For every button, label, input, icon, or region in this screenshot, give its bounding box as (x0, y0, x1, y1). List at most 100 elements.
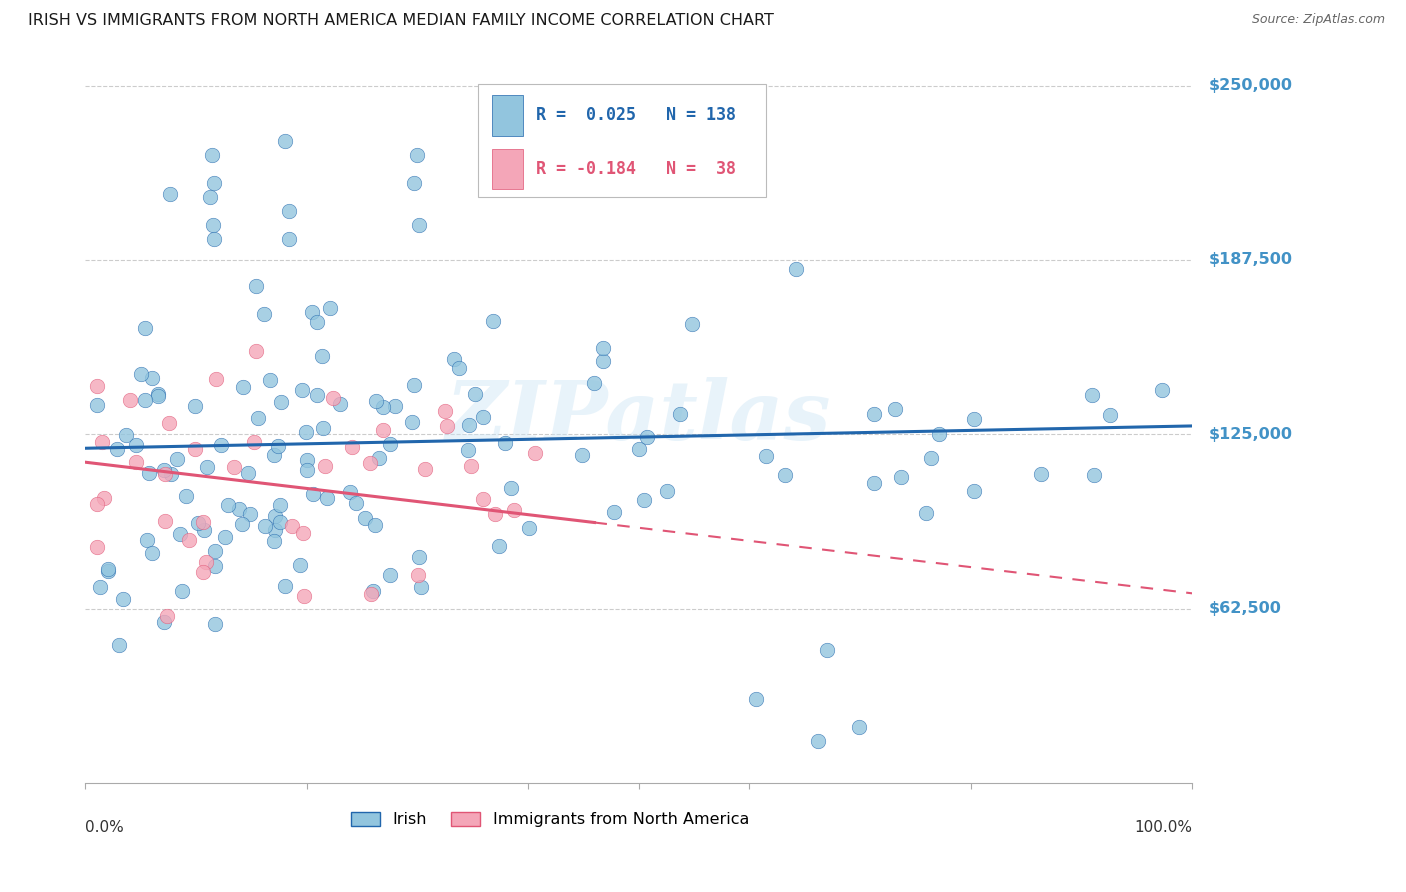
Point (517, 521, 540, 535)
Point (471, 409, 494, 424)
Point (169, 526, 191, 541)
Point (329, 397, 352, 411)
Point (523, 445, 546, 459)
Point (785, 262, 807, 277)
Point (204, 616, 226, 631)
Point (401, 415, 423, 429)
Point (745, 692, 768, 706)
Point (184, 442, 207, 457)
Text: ZIPatlas: ZIPatlas (446, 376, 831, 457)
Point (402, 378, 425, 392)
Point (460, 458, 482, 473)
Point (269, 515, 291, 529)
Point (628, 442, 651, 457)
Point (89, 580, 111, 594)
Point (259, 373, 281, 387)
Point (263, 533, 285, 548)
Point (443, 351, 465, 366)
Point (458, 417, 481, 432)
Point (200, 190, 222, 204)
Point (815, 642, 838, 657)
Point (294, 425, 316, 439)
Point (314, 458, 336, 473)
Point (184, 399, 207, 413)
Point (361, 584, 384, 599)
Point (603, 505, 626, 519)
Point (243, 435, 266, 450)
Point (380, 437, 402, 451)
Point (157, 417, 180, 431)
Point (862, 475, 884, 490)
Point (312, 420, 335, 434)
Point (153, 463, 176, 477)
Point (204, 232, 226, 246)
Point (1083, 468, 1105, 483)
Point (239, 507, 262, 521)
Point (193, 523, 215, 537)
Point (159, 186, 181, 201)
Point (86, 541, 108, 555)
Text: $62,500: $62,500 (1209, 601, 1282, 616)
Point (292, 590, 315, 604)
Point (141, 546, 163, 560)
Point (214, 530, 236, 544)
Point (270, 394, 292, 409)
Point (86, 398, 108, 412)
Point (125, 455, 148, 469)
Point (636, 430, 658, 444)
Point (281, 519, 304, 533)
Point (681, 317, 703, 331)
Point (359, 456, 381, 470)
Text: IRISH VS IMMIGRANTS FROM NORTH AMERICA MEDIAN FAMILY INCOME CORRELATION CHART: IRISH VS IMMIGRANTS FROM NORTH AMERICA M… (28, 13, 773, 29)
Point (245, 278, 267, 293)
Text: $250,000: $250,000 (1209, 78, 1294, 93)
Point (592, 341, 614, 355)
Point (928, 426, 950, 441)
Point (1150, 383, 1173, 397)
Point (172, 584, 194, 599)
Point (501, 481, 523, 495)
Point (93, 491, 115, 505)
Point (236, 467, 259, 481)
Legend: Irish, Immigrants from North America: Irish, Immigrants from North America (344, 805, 755, 834)
Point (120, 392, 142, 407)
Point (97, 564, 120, 578)
Point (408, 218, 430, 232)
Point (669, 407, 692, 421)
Point (433, 403, 456, 417)
Point (228, 502, 250, 516)
Point (592, 354, 614, 368)
Point (177, 533, 200, 547)
Point (201, 148, 224, 162)
Point (367, 450, 389, 465)
Point (115, 428, 138, 442)
Point (155, 514, 177, 528)
Point (152, 615, 174, 629)
Point (307, 388, 329, 402)
Bar (492, 149, 523, 189)
Point (373, 423, 395, 437)
Point (484, 507, 506, 521)
Point (319, 301, 342, 315)
Point (141, 371, 163, 385)
Point (97, 562, 120, 576)
Point (135, 533, 157, 548)
Point (187, 516, 209, 531)
Point (266, 439, 288, 453)
Point (378, 568, 401, 582)
Point (655, 484, 678, 499)
Point (915, 507, 938, 521)
Point (436, 419, 458, 434)
Point (582, 376, 605, 390)
Point (302, 487, 325, 501)
Point (111, 592, 134, 607)
Point (301, 305, 323, 319)
Point (773, 468, 796, 483)
Point (217, 498, 239, 512)
Point (408, 550, 430, 565)
Point (472, 492, 495, 507)
Point (174, 489, 197, 503)
Point (354, 511, 377, 525)
Point (364, 517, 387, 532)
Point (274, 134, 297, 148)
